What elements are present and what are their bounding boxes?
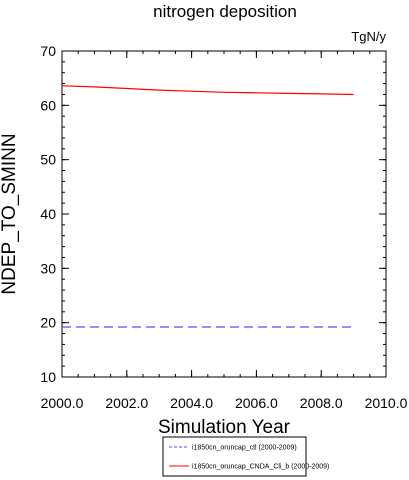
plot-frame [61, 50, 387, 378]
y-tick-label: 40 [40, 206, 56, 222]
x-tick-label: 2008.0 [300, 395, 343, 411]
x-tick-label: 2004.0 [170, 395, 213, 411]
chart-title: nitrogen deposition [153, 2, 297, 21]
x-tick-label: 2006.0 [235, 395, 278, 411]
y-tick-label: 10 [40, 369, 56, 385]
y-tick-label: 20 [40, 315, 56, 331]
y-axis-label: NDEP_TO_SMINN [0, 133, 20, 294]
x-axis-label: Simulation Year [158, 417, 291, 438]
y-tick-label: 30 [40, 260, 56, 276]
y-tick-label: 50 [40, 152, 56, 168]
plot-axes: 2000.0 2002.0 2004.0 2006.0 2008.0 2010.0 10 20… [40, 43, 407, 411]
x-tick-label: 2002.0 [105, 395, 148, 411]
series-layer [61, 85, 354, 328]
legend-box [162, 436, 307, 477]
legend-label: i1850cn_oruncap_ctl (2000-2009) [192, 445, 297, 452]
units-label: TgN/y [351, 29, 386, 44]
x-tick-label: 2000.0 [41, 395, 84, 411]
series-line-2 [61, 85, 354, 96]
y-tick-label: 60 [40, 97, 56, 113]
y-tick-label: 70 [40, 43, 56, 59]
x-tick-label: 2010.0 [365, 395, 408, 411]
legend: i1850cn_oruncap_ctl (2000-2009) i1850cn_o… [162, 436, 329, 477]
legend-label: i1850cn_oruncap_CNDA_Cli_b (2000-2009) [192, 464, 329, 471]
